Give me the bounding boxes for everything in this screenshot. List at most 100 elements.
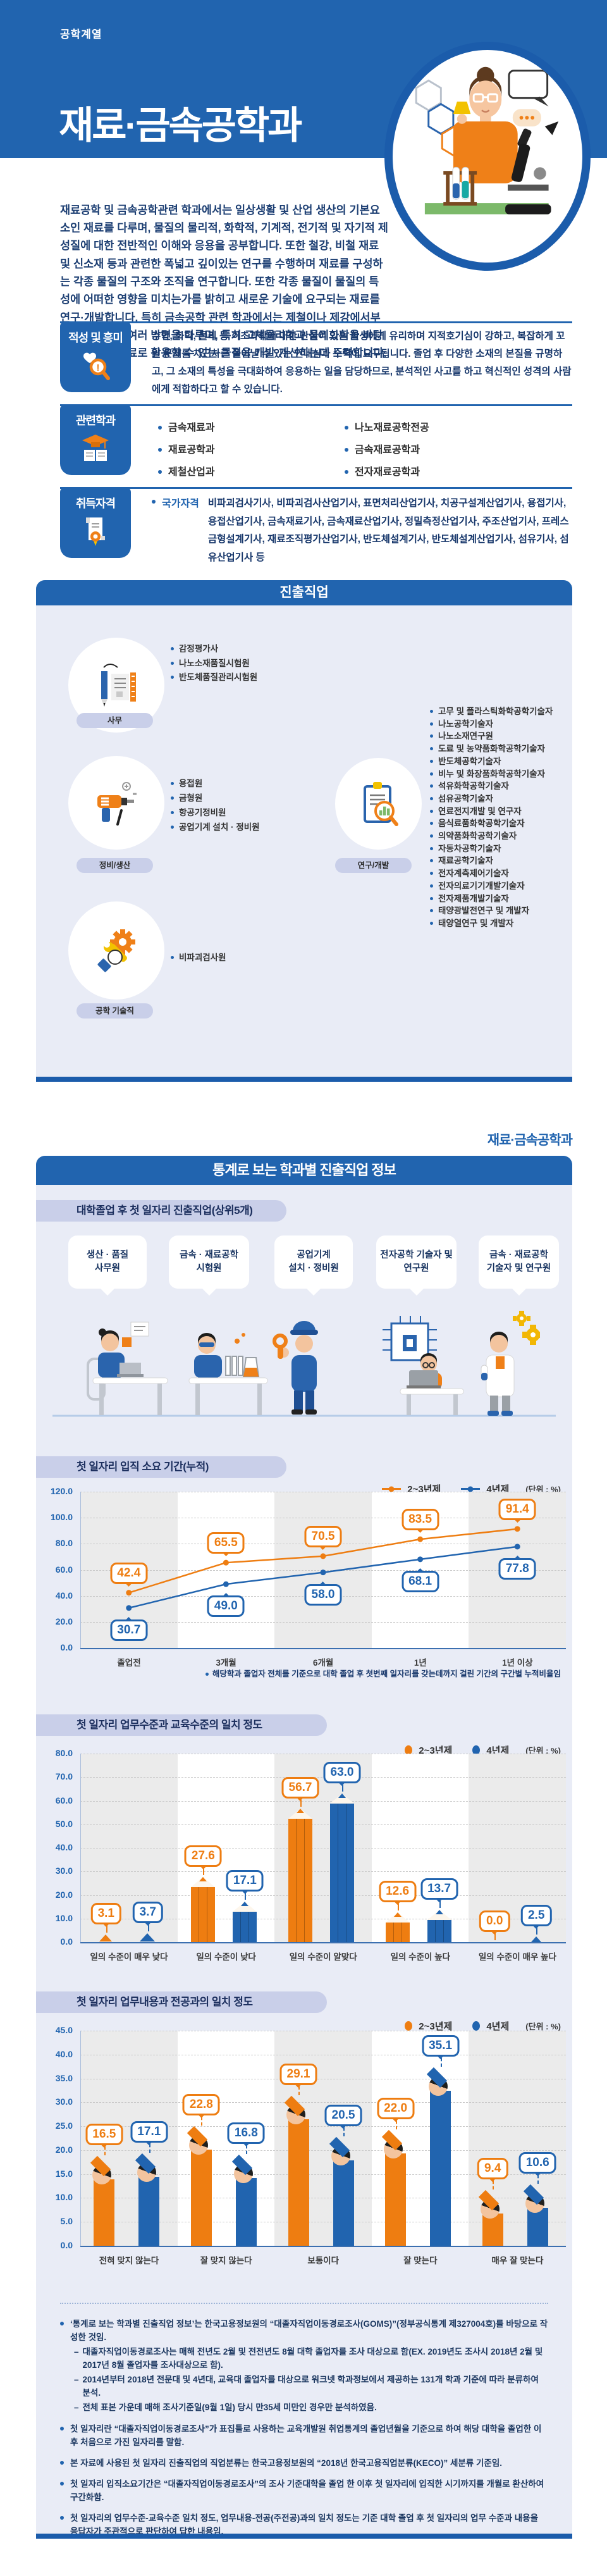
x-axis-category-label: 일의 수준이 매우 낮다 <box>90 1952 168 1962</box>
list-item: 반도체공학기술자 <box>430 755 553 768</box>
chart-title-badge: 첫 일자리 입직 소요 기간(누적) <box>36 1456 286 1478</box>
pencil-point-icon <box>338 1793 346 1799</box>
label-connector <box>246 2145 248 2155</box>
office-group-pill: 사무 <box>77 713 153 728</box>
x-axis-category-label: 보통이다 <box>307 2256 340 2265</box>
list-item: 의약품화학공학기술자 <box>430 830 553 843</box>
bullet-icon <box>430 710 433 713</box>
hero-category: 공학계열 <box>60 28 102 40</box>
x-axis-category-label: 6개월 <box>313 1658 334 1668</box>
pencil-point-icon <box>199 1877 207 1882</box>
label-tail-icon <box>240 1890 250 1895</box>
bullet-icon <box>205 1673 209 1676</box>
bullet-icon <box>158 470 162 474</box>
footnote-item: 첫 일자리 입직소요기간은 “대졸자직업이동경로조사”의 조사 기준대학을 졸업… <box>60 2478 548 2505</box>
list-item: 도료 및 농약품화학공학기술자 <box>430 743 553 755</box>
pencil-facet-line <box>304 1818 305 1942</box>
gridline <box>80 1824 566 1825</box>
line-point-label-2-3yr: 83.5 <box>402 1509 439 1533</box>
y-axis-tick-label: 0.0 <box>60 2240 73 2250</box>
label-tail-icon <box>143 1921 152 1926</box>
bullet-icon <box>171 782 174 785</box>
list-item-label: 반도체품질관리시험원 <box>179 672 258 682</box>
x-axis-line <box>80 1942 566 1943</box>
footnote-text: ‘통계로 보는 학과별 진출직업 정보’는 한국고용정보원의 “대졸자직업이동경… <box>70 2318 548 2415</box>
bullet-icon <box>430 796 433 800</box>
x-axis-category-label: 매우 잘 맞는다 <box>491 2256 544 2265</box>
label-tail-icon <box>101 1923 111 1928</box>
top-job-bubble: 금속 · 재료공학 기술자 및 연구원 <box>479 1235 559 1289</box>
list-item-label: 전자의료기기개발기술자 <box>438 881 525 891</box>
section-related-label: 관련학과 <box>60 404 131 475</box>
list-item-label: 항공기정비원 <box>179 808 226 817</box>
chart-title-badge: 첫 일자리 업무수준과 교육수준의 일치 정도 <box>36 1714 327 1736</box>
production-group-pill: 정비/생산 <box>77 858 153 873</box>
chart-legend: 2~3년제 4년제 (단위 : %) <box>405 1743 561 1757</box>
list-item: 자동차공학기술자 <box>430 843 553 855</box>
graduate-bar-body <box>527 2207 548 2246</box>
x-axis-category-label: 잘 맞지 않는다 <box>200 2256 252 2265</box>
bullet-icon <box>60 2322 64 2325</box>
x-axis-category-label: 1년 <box>414 1658 427 1668</box>
bar-value-label: 9.4 <box>477 2157 508 2182</box>
bullet-icon <box>430 859 433 863</box>
bar-value-label: 16.8 <box>227 2122 265 2147</box>
y-axis-tick-label: 120.0 <box>50 1486 73 1496</box>
y-axis-tick-label: 0.0 <box>60 1936 73 1947</box>
gear-wrench-icon <box>97 929 135 972</box>
bar-value-label: 3.1 <box>90 1903 122 1928</box>
pencil-bar-body <box>330 1804 354 1942</box>
list-item-label: 비파괴검사원 <box>179 953 226 962</box>
list-item-label: 나노재료공학전공 <box>355 423 429 433</box>
bullet-icon <box>171 811 174 814</box>
list-item: 제철산업과 <box>158 463 215 478</box>
x-axis-category-label: 졸업전 <box>117 1658 141 1668</box>
label-connector <box>536 1927 538 1935</box>
footnotes-list: ‘통계로 보는 학과별 진출직업 정보’는 한국고용정보원의 “대졸자직업이동경… <box>60 2318 548 2539</box>
footnote-sublist: – 대졸자직업이동경로조사는 매해 전년도 2월 및 전전년도 8월 대학 졸업자… <box>74 2346 548 2415</box>
related-left-list: 금속재료과 재료공학과 제철산업과 <box>158 419 215 485</box>
y-axis-tick-label: 30.0 <box>55 1866 73 1876</box>
label-connector <box>201 2116 203 2126</box>
gridline <box>80 2102 566 2103</box>
list-item: 나노재료공학전공 <box>345 419 429 434</box>
line-point-label-2-3yr: 42.4 <box>110 1562 148 1587</box>
bullet-icon <box>60 2482 64 2486</box>
graduate-bar-body <box>385 2153 407 2246</box>
list-item-label: 비누 및 화장품화학공학기술자 <box>438 769 545 779</box>
list-item-label: 공업기계 설치 · 정비원 <box>179 822 260 832</box>
label-connector <box>342 1785 343 1792</box>
label-tail-icon <box>221 1552 231 1557</box>
x-axis-line <box>80 2246 566 2247</box>
list-item-label: 금형원 <box>179 793 203 803</box>
list-item-label: 섬유공학기술자 <box>438 793 493 803</box>
y-axis-tick-label: 20.0 <box>55 1889 73 1900</box>
line-point-label-4yr: 77.8 <box>498 1555 536 1580</box>
section-divider <box>60 321 572 323</box>
bullet-icon <box>171 661 174 665</box>
list-item-label: 자동차공학기술자 <box>438 843 501 853</box>
chart-legend: 2~3년제 4년제 (단위 : %) <box>405 2019 561 2033</box>
bullet-icon <box>430 884 433 888</box>
svg-text:!: ! <box>97 362 100 373</box>
graduate-bar-body <box>190 2149 212 2246</box>
list-item-label: 감정평가사 <box>179 644 219 653</box>
label-connector <box>494 1933 496 1940</box>
machine-installer-figure <box>273 1321 318 1415</box>
bullet-icon <box>345 470 348 474</box>
x-axis-category-label: 1년 이상 <box>502 1658 533 1668</box>
y-axis-tick-label: 60.0 <box>55 1795 73 1805</box>
microscope-icon <box>505 128 551 214</box>
bullet-icon <box>430 846 433 850</box>
label-connector <box>149 2143 150 2153</box>
certs-row: 국가자격 비파괴검사기사, 비파괴검사산업기사, 표면처리산업기사, 치공구설계… <box>152 495 572 567</box>
label-tail-icon <box>199 1865 208 1870</box>
y-axis-tick-label: 60.0 <box>55 1564 73 1575</box>
bullet-icon <box>430 909 433 913</box>
y-axis-tick-label: 40.0 <box>55 2048 73 2059</box>
bullet-icon <box>430 784 433 788</box>
bullet-icon <box>171 796 174 800</box>
legend-marker-dot-blue <box>472 2021 481 2031</box>
list-item: 금속재료공학과 <box>345 441 429 456</box>
line-point-label-4yr: 58.0 <box>304 1581 342 1606</box>
